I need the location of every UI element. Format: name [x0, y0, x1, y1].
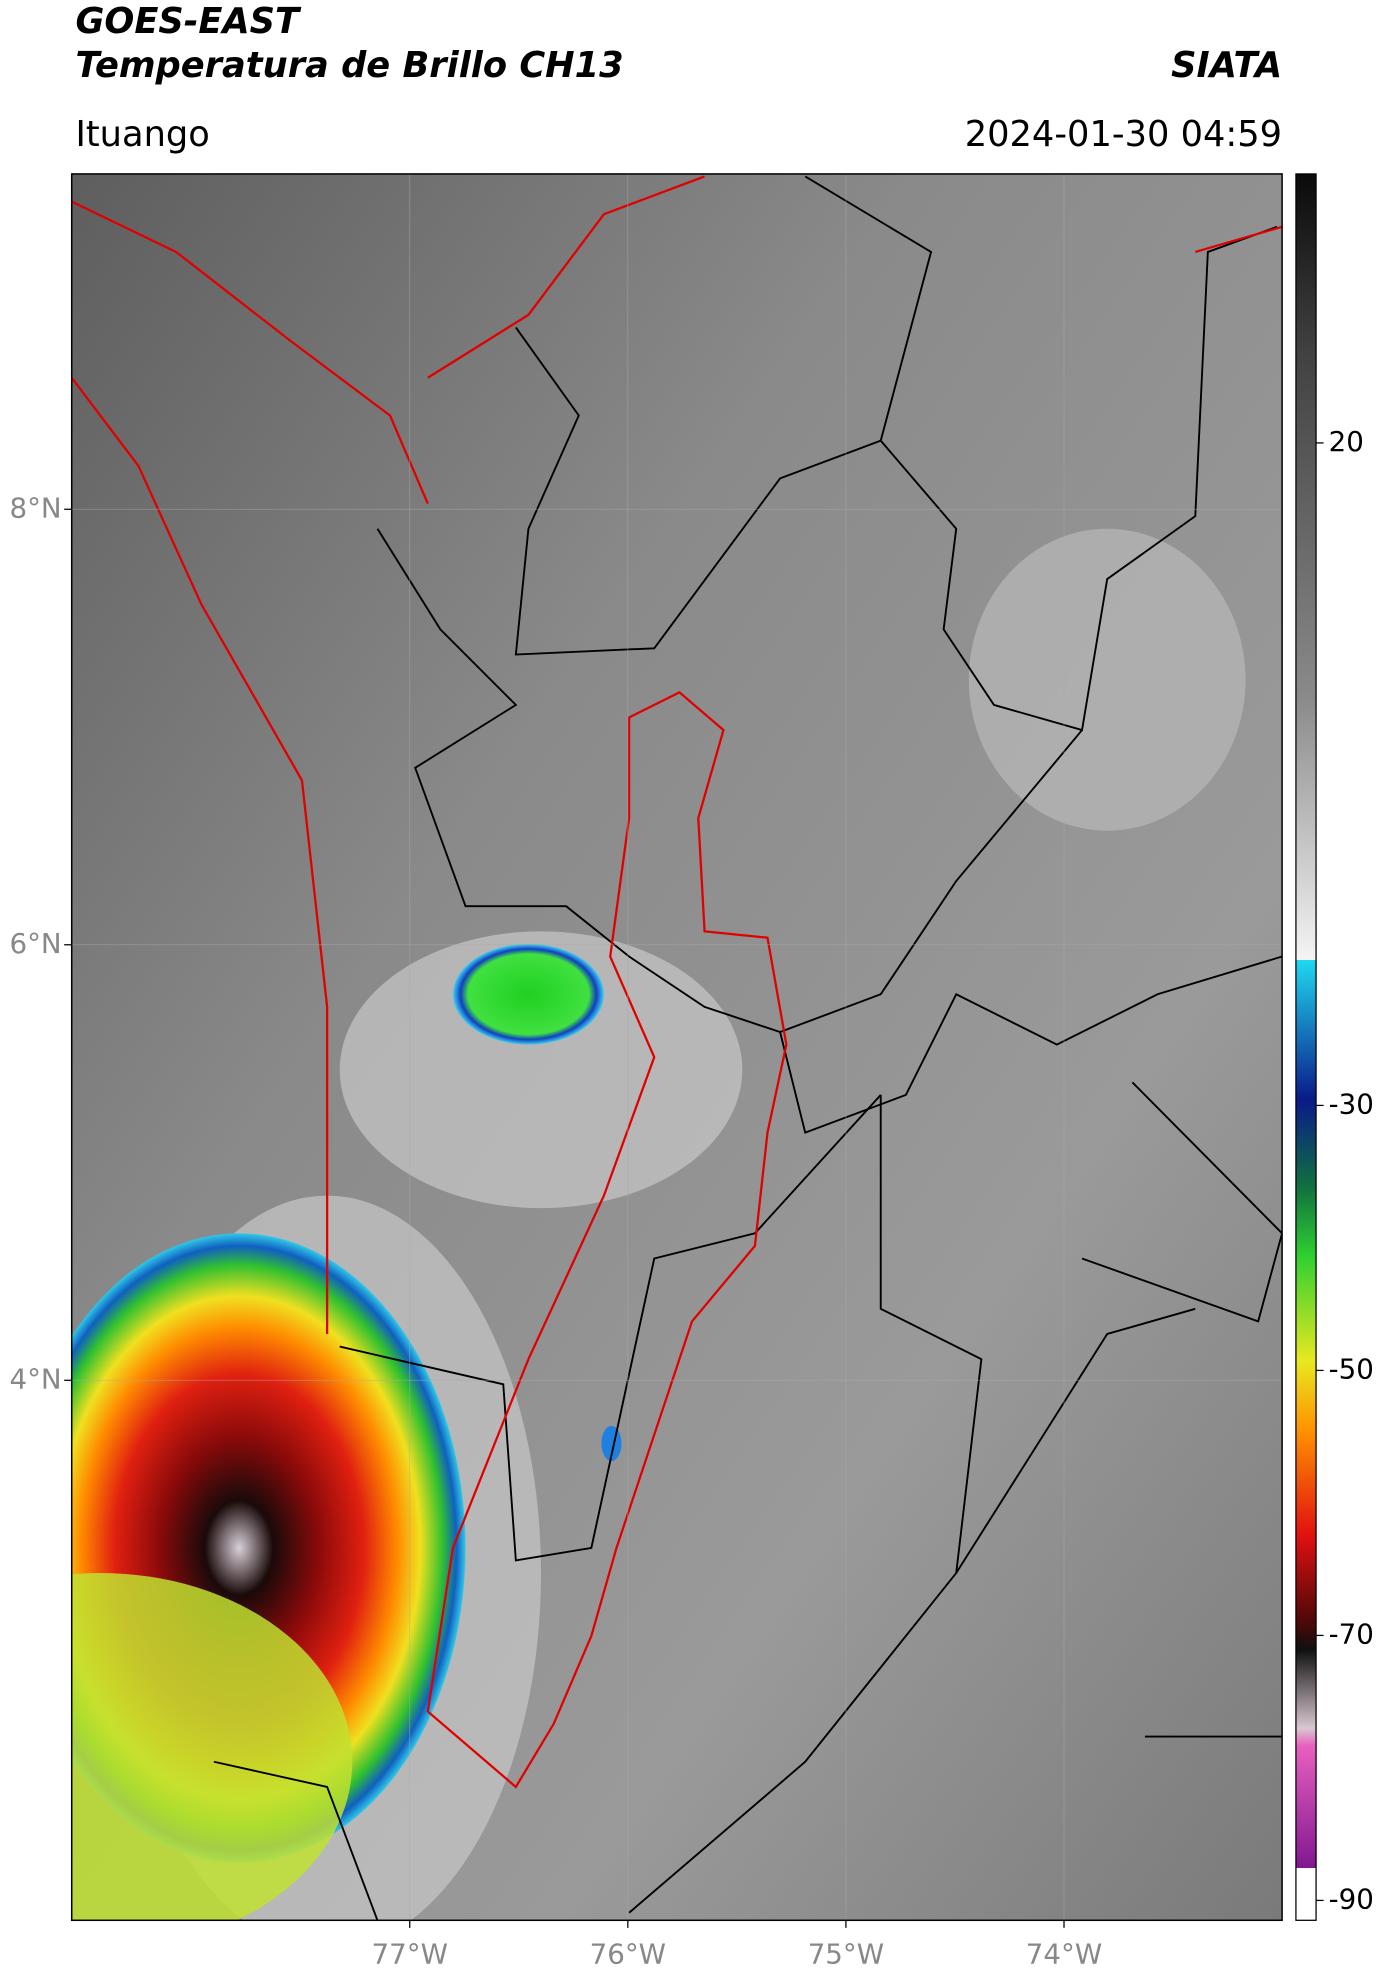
x-tick-label: 74°W: [1026, 1938, 1102, 1971]
colorbar-tick-label: -50: [1329, 1352, 1374, 1385]
map-image: [71, 173, 1283, 1921]
y-tick-label: 8°N: [9, 491, 61, 524]
map-axes: 77°W 76°W 75°W 74°W 8°N 6°N 4°N: [9, 491, 1102, 1970]
x-tick-label: 75°W: [808, 1938, 884, 1971]
storm: [71, 1573, 353, 1921]
map-frame: [70, 173, 1283, 1922]
location: Ituango: [75, 114, 209, 155]
brand: SIATA: [1171, 45, 1282, 86]
colorbar-tick-label: -70: [1329, 1617, 1374, 1650]
borders: [213, 175, 1283, 1921]
colorbar-tick-label: -30: [1329, 1087, 1374, 1120]
y-tick-label: 6°N: [9, 927, 61, 960]
colorbar-tick-label: -90: [1329, 1882, 1374, 1915]
y-tick-label: 4°N: [9, 1362, 61, 1395]
subtitle: Temperatura de Brillo CH13: [75, 45, 623, 86]
colorbar-ticks: 20 -30 -50 -70 -90: [1316, 425, 1374, 1915]
colorbar-tick-label: 20: [1329, 425, 1364, 458]
title: GOES-EAST: [75, 1, 302, 42]
graticule: [71, 173, 1283, 1921]
cold-cloud: [452, 943, 604, 1045]
cloud: [968, 528, 1246, 831]
red-borders: [71, 175, 1283, 1789]
cloud: [339, 931, 743, 1209]
x-tick-label: 77°W: [372, 1938, 448, 1971]
timestamp: 2024-01-30 04:59: [965, 114, 1282, 155]
colorbar: [1295, 173, 1317, 1921]
x-tick-label: 76°W: [590, 1938, 666, 1971]
